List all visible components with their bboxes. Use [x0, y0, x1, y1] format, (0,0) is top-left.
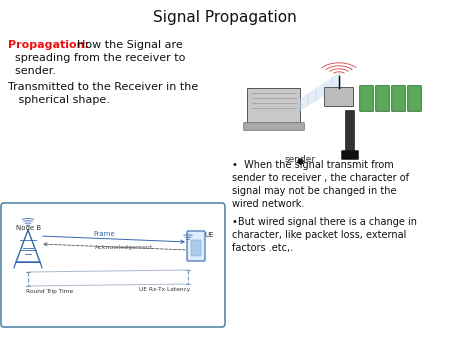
- Text: character, like packet loss, external: character, like packet loss, external: [232, 230, 406, 240]
- Text: UE Rx-Tx Latency: UE Rx-Tx Latency: [139, 287, 190, 292]
- Text: sender.: sender.: [8, 66, 56, 76]
- FancyBboxPatch shape: [248, 89, 301, 125]
- Text: Node B: Node B: [16, 225, 41, 231]
- Text: wired network.: wired network.: [232, 199, 304, 209]
- FancyBboxPatch shape: [244, 123, 304, 130]
- FancyBboxPatch shape: [346, 111, 355, 153]
- Text: Frame: Frame: [93, 231, 115, 237]
- Bar: [191, 240, 201, 256]
- Text: factors .etc,.: factors .etc,.: [232, 243, 293, 253]
- FancyBboxPatch shape: [342, 151, 358, 159]
- FancyBboxPatch shape: [324, 88, 354, 106]
- FancyBboxPatch shape: [376, 86, 389, 111]
- FancyBboxPatch shape: [360, 86, 374, 111]
- Text: spreading from the receiver to: spreading from the receiver to: [8, 53, 185, 63]
- Text: •  When the signal transmit from: • When the signal transmit from: [232, 160, 394, 170]
- Text: •But wired signal there is a change in: •But wired signal there is a change in: [232, 217, 417, 227]
- Text: Acknowledgement: Acknowledgement: [95, 245, 153, 250]
- Text: Signal Propagation: Signal Propagation: [153, 10, 297, 25]
- Text: signal may not be changed in the: signal may not be changed in the: [232, 186, 396, 196]
- FancyBboxPatch shape: [408, 86, 421, 111]
- Polygon shape: [300, 72, 340, 111]
- Text: spherical shape.: spherical shape.: [8, 95, 110, 105]
- Text: sender: sender: [284, 155, 315, 164]
- Text: Round Trip Time: Round Trip Time: [26, 289, 73, 294]
- Text: Transmitted to the Receiver in the: Transmitted to the Receiver in the: [8, 82, 198, 92]
- Text: Propagation:: Propagation:: [8, 40, 89, 50]
- Text: How the Signal are: How the Signal are: [70, 40, 183, 50]
- FancyBboxPatch shape: [392, 86, 405, 111]
- FancyBboxPatch shape: [187, 231, 205, 261]
- Text: sender to receiver , the character of: sender to receiver , the character of: [232, 173, 409, 183]
- FancyBboxPatch shape: [1, 203, 225, 327]
- Text: UE: UE: [204, 232, 213, 238]
